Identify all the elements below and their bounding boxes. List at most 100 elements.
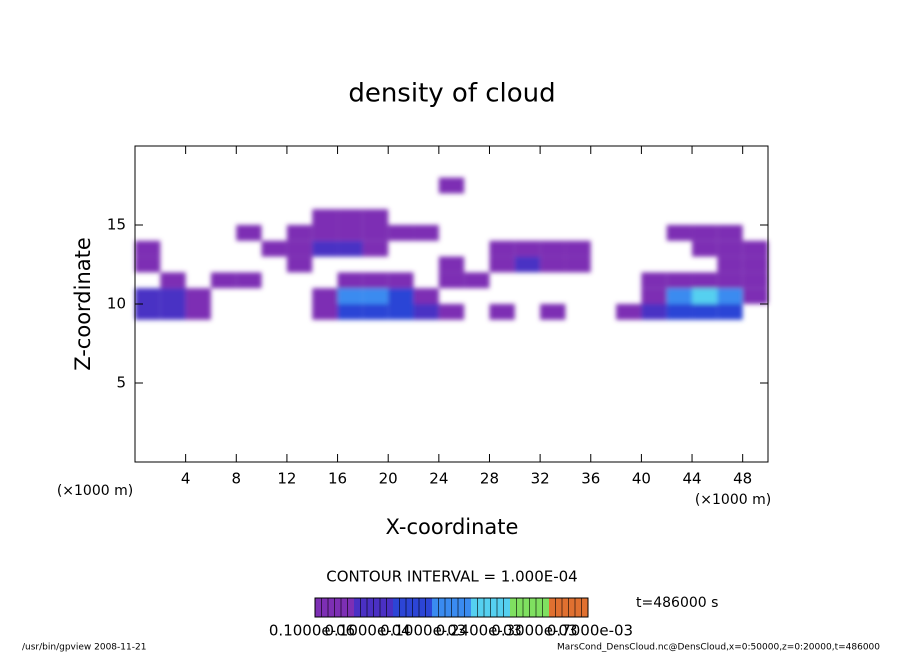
- contour-cell: [312, 225, 338, 241]
- contour-cell: [641, 272, 667, 289]
- contour-cell: [666, 272, 693, 289]
- contour-cell: [362, 288, 389, 304]
- contour-cell: [641, 304, 667, 320]
- y-tick-label: 15: [107, 216, 126, 234]
- contour-cell: [717, 288, 743, 304]
- contour-cell: [742, 272, 768, 289]
- contour-cell: [692, 304, 718, 320]
- x-tick-label: 28: [480, 470, 499, 488]
- x-tick-label: 48: [733, 470, 752, 488]
- contour-cell: [286, 225, 313, 241]
- contour-cell: [135, 240, 161, 257]
- contour-cell: [312, 209, 338, 225]
- colorbar-frame: [314, 597, 589, 618]
- chart-title: density of cloud: [348, 79, 555, 109]
- contour-cell: [362, 225, 389, 241]
- y-tick-label: 5: [116, 374, 126, 392]
- contour-cell: [337, 209, 363, 225]
- contour-cell: [717, 240, 743, 257]
- contour-cell: [362, 240, 389, 257]
- y-tick-label: 10: [107, 295, 126, 313]
- contour-cell: [286, 240, 313, 257]
- y-unit: (×1000 m): [57, 483, 133, 499]
- contour-cell: [438, 272, 465, 289]
- contour-cell: [464, 272, 490, 289]
- contour-cell: [514, 240, 541, 257]
- time-label: t=486000 s: [636, 595, 718, 611]
- contour-cell: [438, 256, 465, 273]
- contour-cell: [489, 256, 515, 273]
- contour-cell: [337, 225, 363, 241]
- contour-cell: [236, 225, 262, 241]
- x-tick-label: 12: [277, 470, 296, 488]
- contour-cell: [362, 209, 389, 225]
- contour-interval: CONTOUR INTERVAL = 1.000E-04: [326, 568, 577, 586]
- x-tick-label: 4: [181, 470, 191, 488]
- contour-cell: [666, 288, 693, 304]
- contour-cell: [717, 256, 743, 273]
- contour-cell: [413, 304, 439, 320]
- x-tick-label: 40: [632, 470, 651, 488]
- x-tick-label: 16: [328, 470, 347, 488]
- contour-cell: [337, 240, 363, 257]
- contour-cell: [388, 272, 414, 289]
- contour-cell: [388, 225, 414, 241]
- colorbar-label: 0.3000e-03: [491, 622, 577, 640]
- contour-cell: [185, 304, 211, 320]
- contour-cell: [717, 272, 743, 289]
- colorbar-label: 0.7000e-03: [547, 622, 633, 640]
- contour-field: [135, 177, 768, 320]
- contour-cell: [717, 304, 743, 320]
- contour-cell: [742, 288, 768, 304]
- contour-cell: [337, 288, 363, 304]
- contour-cell: [666, 225, 693, 241]
- contour-cell: [438, 177, 465, 194]
- contour-cell: [540, 304, 566, 320]
- contour-cell: [413, 225, 439, 241]
- contour-cell: [388, 304, 414, 320]
- x-unit: (×1000 m): [695, 492, 771, 508]
- x-tick-label: 20: [379, 470, 398, 488]
- x-tick-label: 8: [232, 470, 242, 488]
- colorbar-label: 0.2400e-03: [436, 622, 522, 640]
- colorbar-label: 0.1000e-03: [380, 622, 466, 640]
- contour-cell: [312, 288, 338, 304]
- contour-cell: [489, 304, 515, 320]
- contour-cell: [236, 272, 262, 289]
- contour-cell: [692, 240, 718, 257]
- contour-cell: [692, 225, 718, 241]
- colorbar-label: 0.1000e-04: [324, 622, 410, 640]
- contour-cell: [185, 288, 211, 304]
- contour-cell: [210, 272, 237, 289]
- contour-cell: [692, 288, 718, 304]
- contour-cell: [312, 240, 338, 257]
- contour-cell: [692, 272, 718, 289]
- contour-cell: [135, 288, 161, 304]
- x-tick-label: 32: [531, 470, 550, 488]
- contour-cell: [413, 288, 439, 304]
- contour-cell: [616, 304, 642, 320]
- x-axis-label: X-coordinate: [386, 515, 519, 539]
- contour-cell: [135, 304, 161, 320]
- contour-cell: [641, 288, 667, 304]
- contour-cell: [540, 240, 566, 257]
- x-tick-label: 24: [429, 470, 448, 488]
- y-axis-label: Z-coordinate: [71, 237, 95, 371]
- contour-cell: [160, 272, 186, 289]
- contour-cell: [742, 256, 768, 273]
- contour-cell: [362, 272, 389, 289]
- contour-cell: [565, 256, 591, 273]
- contour-cell: [540, 256, 566, 273]
- contour-cell: [337, 272, 363, 289]
- contour-cell: [388, 288, 414, 304]
- colorbar-label: 0.1000e-06: [269, 622, 355, 640]
- contour-cell: [514, 256, 541, 273]
- contour-cell: [717, 225, 743, 241]
- contour-cell: [565, 240, 591, 257]
- contour-cell: [286, 256, 313, 273]
- contour-cell: [362, 304, 389, 320]
- footer-left: /usr/bin/gpview 2008-11-21: [22, 643, 146, 653]
- x-tick-label: 36: [581, 470, 600, 488]
- contour-cell: [312, 304, 338, 320]
